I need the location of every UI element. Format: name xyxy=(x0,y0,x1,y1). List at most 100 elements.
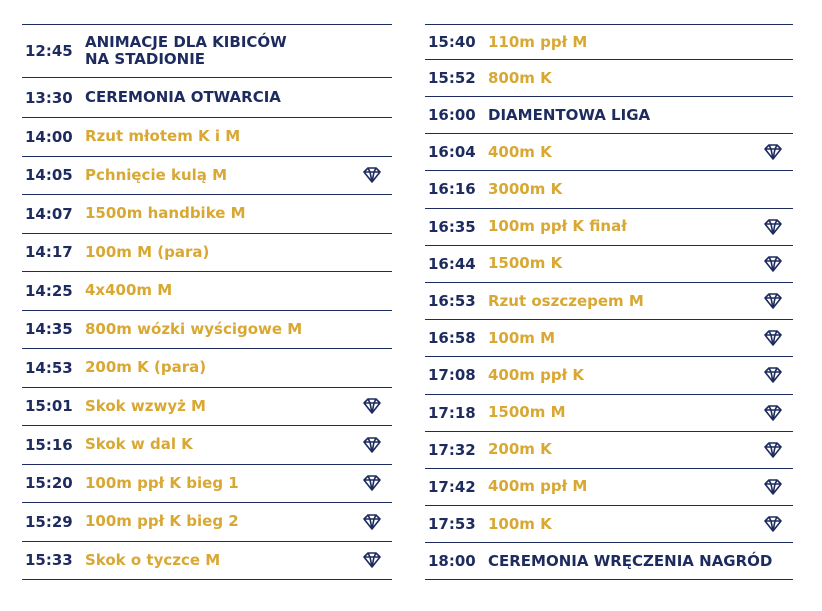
event: 1500m handbike M xyxy=(85,204,246,223)
time: 17:18 xyxy=(428,403,476,422)
schedule-row: 14:00 Rzut młotem K i M xyxy=(22,118,392,157)
time: 16:53 xyxy=(428,292,476,311)
event: DIAMENTOWA LIGA xyxy=(488,105,651,124)
diamond-icon xyxy=(363,398,381,415)
diamond-icon xyxy=(363,167,381,184)
time: 17:42 xyxy=(428,477,476,496)
time: 14:53 xyxy=(25,358,73,377)
event: 400m ppł K xyxy=(488,365,585,384)
time: 16:16 xyxy=(428,180,476,199)
schedule-row: 15:29 100m ppł K bieg 2 xyxy=(22,503,392,542)
diamond-icon xyxy=(764,441,782,458)
event: Rzut oszczepem M xyxy=(488,291,644,310)
time: 17:32 xyxy=(428,440,476,459)
event: 100m ppł K bieg 1 xyxy=(85,473,239,492)
time: 14:00 xyxy=(25,127,73,146)
time: 16:58 xyxy=(428,329,476,348)
event: Skok w dal K xyxy=(85,435,193,454)
time: 14:05 xyxy=(25,166,73,185)
schedule-row: 16:44 1500m K xyxy=(425,246,793,283)
event: 200m K (para) xyxy=(85,358,207,377)
schedule-row: 14:17 100m M (para) xyxy=(22,234,392,272)
schedule-row: 14:53 200m K (para) xyxy=(22,349,392,388)
schedule-row: 13:30 CEREMONIA OTWARCIA xyxy=(22,78,392,118)
schedule-row: 17:32 200m K xyxy=(425,432,793,469)
event: 1500m M xyxy=(488,403,566,422)
time: 14:07 xyxy=(25,204,73,223)
time: 16:04 xyxy=(428,143,476,162)
time: 15:20 xyxy=(25,474,73,493)
diamond-icon xyxy=(363,513,381,530)
time: 14:25 xyxy=(25,281,73,300)
diamond-icon xyxy=(764,256,782,272)
event: 400m ppł M xyxy=(488,477,588,496)
diamond-icon xyxy=(764,367,782,384)
schedule-row: 15:52 800m K xyxy=(425,60,793,97)
event: 3000m K xyxy=(488,179,563,198)
schedule-row: 14:05 Pchnięcie kulą M xyxy=(22,157,392,195)
schedule-row: 16:53 Rzut oszczepem M xyxy=(425,283,793,321)
schedule-row: 16:35 100m ppł K finał xyxy=(425,209,793,246)
event: 800m wózki wyścigowe M xyxy=(85,319,303,338)
column: 12:45 ANIMACJE DLA KIBICÓW NA STADIONIE 13… xyxy=(22,24,392,580)
diamond-icon xyxy=(764,218,782,235)
time: 15:29 xyxy=(25,512,73,531)
event: 100m M xyxy=(488,328,556,347)
schedule-row: 16:00 DIAMENTOWA LIGA xyxy=(425,97,793,135)
event: CEREMONIA OTWARCIA xyxy=(85,88,281,106)
diamond-icon xyxy=(764,516,782,532)
schedule-row: 15:16 Skok w dal K xyxy=(22,426,392,465)
time: 16:00 xyxy=(428,106,476,125)
time: 14:17 xyxy=(25,243,73,262)
schedule-row: 14:35 800m wózki wyścigowe M xyxy=(22,311,392,349)
schedule-row: 15:33 Skok o tyczce M xyxy=(22,542,392,580)
event: 100m K xyxy=(488,514,552,533)
event: 800m K xyxy=(488,68,552,87)
time: 13:30 xyxy=(25,88,73,107)
time: 14:35 xyxy=(25,320,73,339)
event: 4x400m M xyxy=(85,281,173,300)
schedule-row: 14:07 1500m handbike M xyxy=(22,195,392,234)
diamond-icon xyxy=(363,475,381,492)
event: Skok wzwyż M xyxy=(85,396,206,415)
diamond-icon xyxy=(363,436,381,453)
schedule-row: 14:25 4x400m M xyxy=(22,272,392,311)
event: Pchnięcie kulą M xyxy=(85,165,228,184)
event: ANIMACJE DLA KIBICÓW NA STADIONIE xyxy=(85,33,287,68)
time: 15:33 xyxy=(25,551,73,570)
schedule-row: 17:53 100m K xyxy=(425,506,793,544)
event: 100m M (para) xyxy=(85,242,210,261)
time: 15:16 xyxy=(25,435,73,454)
column: 15:40 110m ppł M 15:52 800m K 16:00 DIAMENTOW… xyxy=(425,24,793,581)
schedule-row: 17:08 400m ppł K xyxy=(425,357,793,395)
event: 110m ppł M xyxy=(488,32,588,51)
schedule-row: 16:04 400m K xyxy=(425,134,793,172)
diamond-icon xyxy=(363,552,381,569)
diamond-icon xyxy=(764,293,782,309)
schedule-row: 18:00 CEREMONIA WRĘCZENIA NAGRÓD xyxy=(425,543,793,581)
diamond-icon xyxy=(764,144,782,161)
time: 16:35 xyxy=(428,217,476,236)
event: 400m K xyxy=(488,142,552,161)
time: 16:44 xyxy=(428,254,476,273)
schedule-row: 16:58 100m M xyxy=(425,320,793,358)
time: 15:52 xyxy=(428,69,476,87)
schedule-row: 17:18 1500m M xyxy=(425,395,793,432)
schedule-row: 15:20 100m ppł K bieg 1 xyxy=(22,465,392,503)
schedule-row: 15:40 110m ppł M xyxy=(425,25,793,60)
schedule-row: 16:16 3000m K xyxy=(425,171,793,209)
time: 15:01 xyxy=(25,397,73,416)
event: 200m K xyxy=(488,440,552,459)
diamond-icon xyxy=(764,330,782,347)
event: Skok o tyczce M xyxy=(85,550,221,569)
event: 100m ppł K bieg 2 xyxy=(85,512,239,531)
schedule-row: 15:01 Skok wzwyż M xyxy=(22,388,392,426)
time: 15:40 xyxy=(428,33,476,51)
event: Rzut młotem K i M xyxy=(85,127,241,146)
event: 1500m K xyxy=(488,254,563,273)
time: 18:00 xyxy=(428,552,476,571)
event: CEREMONIA WRĘCZENIA NAGRÓD xyxy=(488,551,773,570)
diamond-icon xyxy=(764,479,782,495)
event: 100m ppł K finał xyxy=(488,217,627,236)
